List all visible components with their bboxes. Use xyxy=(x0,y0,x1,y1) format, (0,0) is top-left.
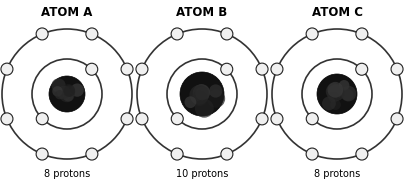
Circle shape xyxy=(185,96,196,108)
Circle shape xyxy=(63,91,74,102)
Circle shape xyxy=(121,63,133,75)
Text: 10 protons
10 neutrons
10 electrons: 10 protons 10 neutrons 10 electrons xyxy=(172,169,232,182)
Circle shape xyxy=(356,63,368,75)
Circle shape xyxy=(221,28,233,40)
Circle shape xyxy=(342,89,354,101)
Circle shape xyxy=(55,90,64,99)
Circle shape xyxy=(57,86,70,99)
Text: ATOM C: ATOM C xyxy=(311,6,362,19)
Circle shape xyxy=(207,90,225,108)
Circle shape xyxy=(195,86,209,100)
Circle shape xyxy=(60,90,70,100)
Circle shape xyxy=(36,113,48,125)
Circle shape xyxy=(195,99,214,118)
Circle shape xyxy=(171,113,183,125)
Circle shape xyxy=(330,99,341,110)
Circle shape xyxy=(192,90,207,106)
Circle shape xyxy=(306,28,318,40)
Circle shape xyxy=(317,74,357,114)
Circle shape xyxy=(189,85,209,105)
Circle shape xyxy=(86,63,98,75)
Circle shape xyxy=(356,28,368,40)
Circle shape xyxy=(171,28,183,40)
Circle shape xyxy=(391,113,403,125)
Circle shape xyxy=(194,90,206,101)
Circle shape xyxy=(339,80,349,91)
Circle shape xyxy=(221,148,233,160)
Circle shape xyxy=(86,28,98,40)
Circle shape xyxy=(86,148,98,160)
Circle shape xyxy=(341,86,356,101)
Text: 8 protons
10 neutrons
8 electrons: 8 protons 10 neutrons 8 electrons xyxy=(307,169,366,182)
Text: ATOM B: ATOM B xyxy=(177,6,227,19)
Circle shape xyxy=(180,72,224,116)
Circle shape xyxy=(1,63,13,75)
Circle shape xyxy=(59,86,75,102)
Circle shape xyxy=(121,113,133,125)
Text: ATOM A: ATOM A xyxy=(41,6,93,19)
Circle shape xyxy=(136,113,148,125)
Circle shape xyxy=(322,97,336,110)
Circle shape xyxy=(327,82,343,98)
Circle shape xyxy=(171,148,183,160)
Circle shape xyxy=(271,113,283,125)
Text: 8 protons
8 neutrons
8 electrons: 8 protons 8 neutrons 8 electrons xyxy=(40,169,94,182)
Circle shape xyxy=(328,84,345,101)
Circle shape xyxy=(36,148,48,160)
Circle shape xyxy=(71,83,84,97)
Circle shape xyxy=(52,86,63,96)
Circle shape xyxy=(1,113,13,125)
Circle shape xyxy=(256,63,268,75)
Circle shape xyxy=(193,84,210,101)
Circle shape xyxy=(328,92,339,102)
Circle shape xyxy=(49,76,85,112)
Circle shape xyxy=(36,28,48,40)
Circle shape xyxy=(327,84,342,98)
Circle shape xyxy=(62,84,75,97)
Circle shape xyxy=(306,113,318,125)
Circle shape xyxy=(51,78,66,93)
Circle shape xyxy=(391,63,403,75)
Circle shape xyxy=(221,63,233,75)
Circle shape xyxy=(326,83,343,100)
Circle shape xyxy=(306,148,318,160)
Circle shape xyxy=(256,113,268,125)
Circle shape xyxy=(356,148,368,160)
Circle shape xyxy=(136,63,148,75)
Circle shape xyxy=(271,63,283,75)
Circle shape xyxy=(193,86,208,101)
Circle shape xyxy=(63,85,75,97)
Circle shape xyxy=(209,84,222,98)
